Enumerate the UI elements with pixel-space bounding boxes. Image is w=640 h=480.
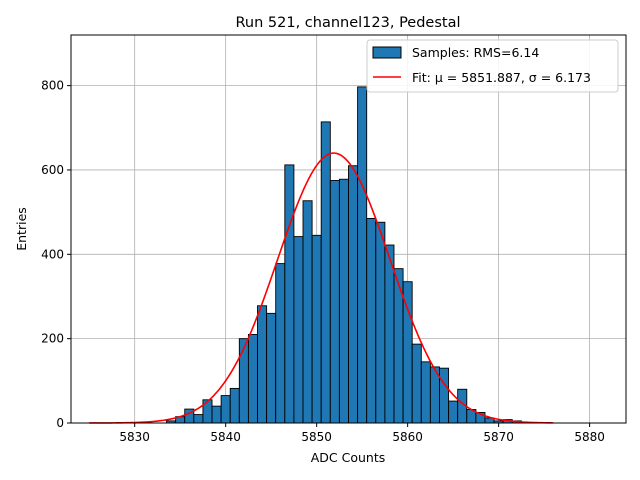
histogram-bar	[439, 367, 450, 424]
y-tick-label: 600	[41, 163, 64, 177]
x-axis-ticks: 5830 5840 5850 5860 5870 5880	[119, 423, 605, 444]
histogram-bar	[247, 333, 258, 424]
legend-fit-label: Fit: μ = 5851.887, σ = 6.173	[412, 70, 591, 85]
histogram-bar	[257, 305, 268, 424]
y-tick-label: 800	[41, 79, 64, 93]
legend: Samples: RMS=6.14 Fit: μ = 5851.887, σ =…	[366, 39, 619, 93]
y-tick-label: 400	[41, 247, 64, 261]
histogram-bar	[238, 338, 249, 424]
gaussian-fit-curve	[89, 152, 554, 424]
x-axis-label: ADC Counts	[311, 450, 386, 465]
histogram-bar	[284, 164, 295, 424]
histogram-bar	[211, 405, 222, 424]
histogram-bar	[220, 395, 231, 424]
histogram-bar	[448, 400, 459, 424]
y-tick-label: 0	[56, 416, 64, 430]
histogram-bar	[229, 387, 240, 424]
histogram-bar	[411, 343, 422, 424]
legend-samples-label: Samples: RMS=6.14	[412, 45, 539, 60]
histogram-bar	[375, 221, 386, 424]
histogram-bar	[275, 263, 286, 424]
y-axis-ticks: 0 200 400 600 800	[41, 79, 71, 430]
x-tick-label: 5850	[301, 430, 332, 444]
x-tick-label: 5870	[483, 430, 514, 444]
histogram-bar	[193, 414, 204, 424]
histogram-bar	[320, 121, 331, 424]
histogram-bar	[348, 165, 359, 424]
histogram-bar	[338, 178, 349, 424]
legend-box	[366, 39, 619, 93]
histogram-bar	[266, 312, 277, 424]
histogram-bar	[384, 244, 395, 424]
x-tick-label: 5860	[392, 430, 423, 444]
chart-title: Run 521, channel123, Pedestal	[235, 15, 460, 31]
x-tick-label: 5830	[119, 430, 150, 444]
histogram-bar	[302, 200, 313, 424]
histogram-bar	[402, 281, 413, 424]
histogram-bar	[366, 218, 377, 424]
histogram-bar	[311, 234, 322, 424]
histogram-bar	[329, 180, 340, 424]
histogram-bar	[293, 236, 304, 424]
y-axis-label: Entries	[14, 207, 29, 251]
y-tick-label: 200	[41, 332, 64, 346]
histogram-bar	[420, 361, 431, 424]
histogram-bar	[357, 86, 368, 424]
x-tick-label: 5840	[210, 430, 241, 444]
x-tick-label: 5880	[574, 430, 605, 444]
plot-frame	[70, 34, 627, 424]
legend-samples-swatch	[372, 46, 402, 59]
